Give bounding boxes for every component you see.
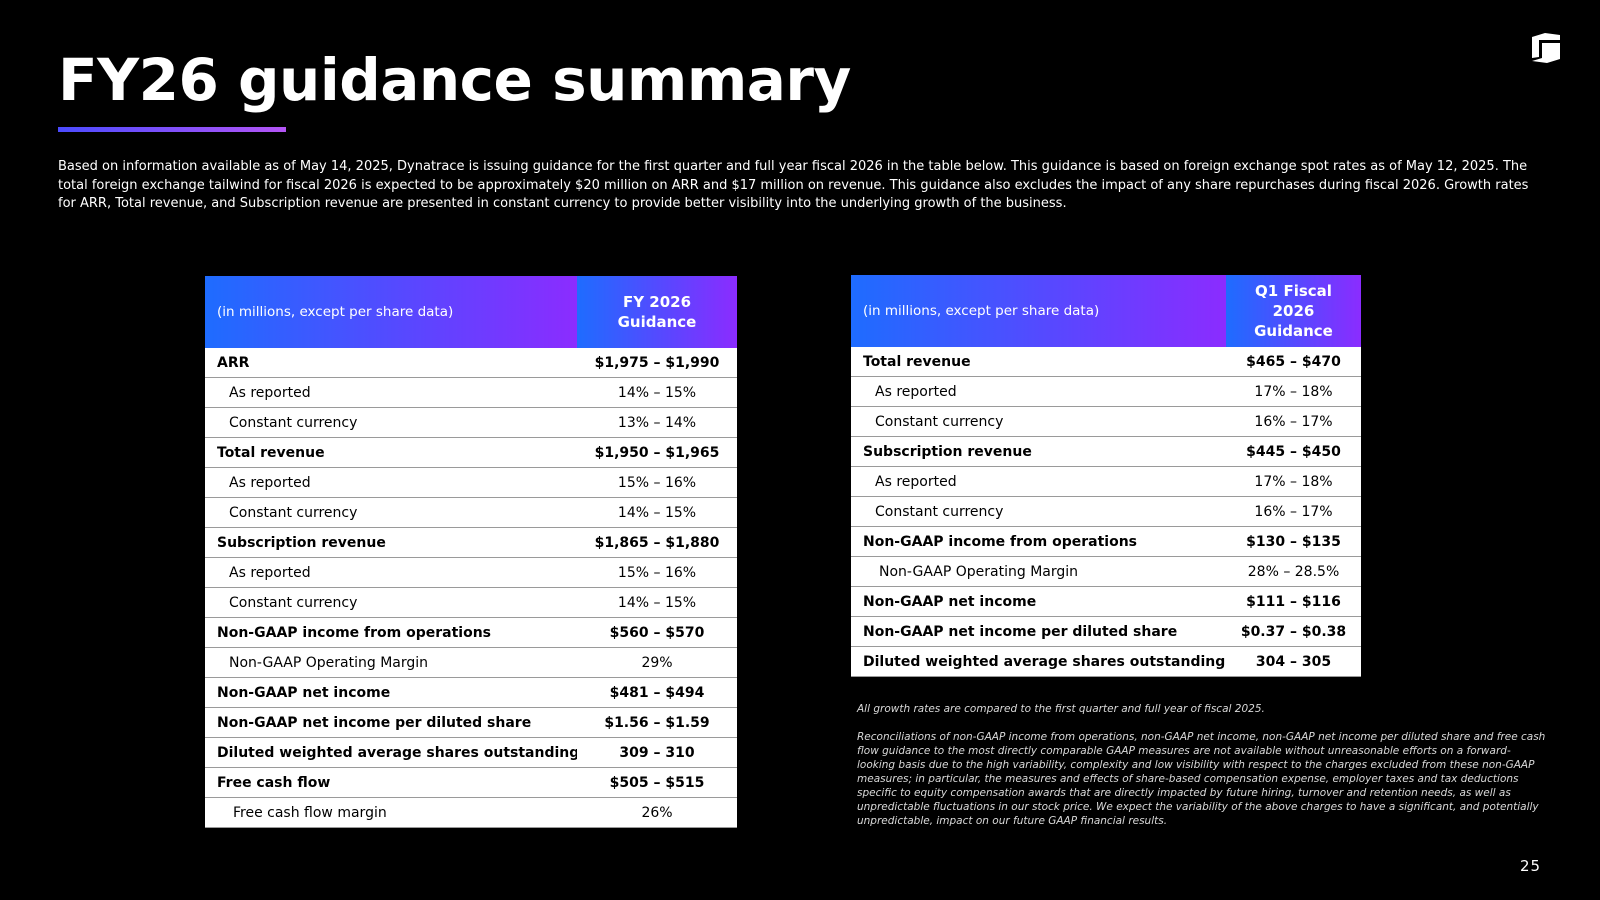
table-header-label: (in millions, except per share data) bbox=[205, 276, 577, 348]
row-value: 17% – 18% bbox=[1226, 466, 1361, 497]
row-value: 304 – 305 bbox=[1226, 646, 1361, 677]
row-label: Constant currency bbox=[205, 587, 577, 618]
row-value: $445 – $450 bbox=[1226, 436, 1361, 467]
table-row: Diluted weighted average shares outstand… bbox=[851, 646, 1361, 677]
table-row: As reported 17% – 18% bbox=[851, 376, 1361, 407]
fy2026-guidance-table: (in millions, except per share data) FY … bbox=[205, 276, 737, 828]
table-row: Free cash flow $505 – $515 bbox=[205, 767, 737, 798]
table-row: Diluted weighted average shares outstand… bbox=[205, 737, 737, 768]
row-value: $505 – $515 bbox=[577, 767, 737, 798]
row-value: $0.37 – $0.38 bbox=[1226, 616, 1361, 647]
table-header-row: (in millions, except per share data) Q1 … bbox=[851, 275, 1361, 347]
table-header-row: (in millions, except per share data) FY … bbox=[205, 276, 737, 348]
growth-footnote: All growth rates are compared to the fir… bbox=[857, 703, 1265, 715]
row-value: 309 – 310 bbox=[577, 737, 737, 768]
row-value: 14% – 15% bbox=[577, 587, 737, 618]
row-label: As reported bbox=[205, 377, 577, 408]
reconciliation-footnote: Reconciliations of non-GAAP income from … bbox=[857, 731, 1546, 827]
table-row: Non-GAAP Operating Margin 29% bbox=[205, 647, 737, 678]
table-row: ARR $1,975 – $1,990 bbox=[205, 348, 737, 378]
table-row: Constant currency 14% – 15% bbox=[205, 497, 737, 528]
row-value: 16% – 17% bbox=[1226, 496, 1361, 527]
table-body: Total revenue $465 – $470 As reported 17% –… bbox=[851, 347, 1361, 677]
row-label: ARR bbox=[205, 348, 577, 378]
table-row: As reported 14% – 15% bbox=[205, 377, 737, 408]
table-row: Subscription revenue $1,865 – $1,880 bbox=[205, 527, 737, 558]
table-row: Non-GAAP Operating Margin 28% – 28.5% bbox=[851, 556, 1361, 587]
row-label: As reported bbox=[851, 376, 1226, 407]
row-value: 17% – 18% bbox=[1226, 376, 1361, 407]
row-value: $465 – $470 bbox=[1226, 347, 1361, 377]
table-body: ARR $1,975 – $1,990 As reported 14% – 15% Co… bbox=[205, 348, 737, 828]
row-label: Non-GAAP income from operations bbox=[851, 526, 1226, 557]
row-label: Total revenue bbox=[851, 347, 1226, 377]
row-value: 15% – 16% bbox=[577, 467, 737, 498]
row-label: Total revenue bbox=[205, 437, 577, 468]
table-row: Constant currency 16% – 17% bbox=[851, 496, 1361, 527]
row-label: Subscription revenue bbox=[851, 436, 1226, 467]
table-row: Non-GAAP net income $111 – $116 bbox=[851, 586, 1361, 617]
dynatrace-logo-icon bbox=[1532, 33, 1560, 63]
row-label: Subscription revenue bbox=[205, 527, 577, 558]
row-label: Constant currency bbox=[851, 496, 1226, 527]
row-label: Free cash flow margin bbox=[205, 797, 577, 828]
row-value: $130 – $135 bbox=[1226, 526, 1361, 557]
q1-fiscal-2026-guidance-table: (in millions, except per share data) Q1 … bbox=[851, 275, 1361, 677]
title-underline bbox=[58, 127, 286, 132]
table-row: Subscription revenue $445 – $450 bbox=[851, 436, 1361, 467]
row-label: As reported bbox=[205, 557, 577, 588]
table-row: Constant currency 14% – 15% bbox=[205, 587, 737, 618]
table-row: As reported 15% – 16% bbox=[205, 467, 737, 498]
row-label: Diluted weighted average shares outstand… bbox=[205, 737, 577, 768]
row-label: Constant currency bbox=[205, 497, 577, 528]
row-label: Non-GAAP net income bbox=[851, 586, 1226, 617]
table-row: Total revenue $1,950 – $1,965 bbox=[205, 437, 737, 468]
row-label: As reported bbox=[205, 467, 577, 498]
table-header-value: Q1 Fiscal 2026 Guidance bbox=[1226, 275, 1361, 347]
row-value: 29% bbox=[577, 647, 737, 678]
row-label: Non-GAAP net income per diluted share bbox=[851, 616, 1226, 647]
table-header-label: (in millions, except per share data) bbox=[851, 275, 1226, 347]
row-label: Non-GAAP income from operations bbox=[205, 617, 577, 648]
row-value: $111 – $116 bbox=[1226, 586, 1361, 617]
row-label: Non-GAAP net income bbox=[205, 677, 577, 708]
table-row: Constant currency 16% – 17% bbox=[851, 406, 1361, 437]
row-value: 15% – 16% bbox=[577, 557, 737, 588]
row-value: 26% bbox=[577, 797, 737, 828]
row-value: $560 – $570 bbox=[577, 617, 737, 648]
table-row: Non-GAAP income from operations $560 – $5… bbox=[205, 617, 737, 648]
row-label: Non-GAAP Operating Margin bbox=[851, 556, 1226, 587]
row-label: As reported bbox=[851, 466, 1226, 497]
row-value: 16% – 17% bbox=[1226, 406, 1361, 437]
table-row: Constant currency 13% – 14% bbox=[205, 407, 737, 438]
row-value: $1.56 – $1.59 bbox=[577, 707, 737, 738]
table-row: Free cash flow margin 26% bbox=[205, 797, 737, 828]
row-value: $1,865 – $1,880 bbox=[577, 527, 737, 558]
row-label: Constant currency bbox=[205, 407, 577, 438]
row-label: Free cash flow bbox=[205, 767, 577, 798]
table-row: Non-GAAP net income $481 – $494 bbox=[205, 677, 737, 708]
table-row: Non-GAAP income from operations $130 – $1… bbox=[851, 526, 1361, 557]
row-value: $1,975 – $1,990 bbox=[577, 348, 737, 378]
row-label: Non-GAAP Operating Margin bbox=[205, 647, 577, 678]
table-row: As reported 15% – 16% bbox=[205, 557, 737, 588]
row-value: 14% – 15% bbox=[577, 377, 737, 408]
table-row: Total revenue $465 – $470 bbox=[851, 347, 1361, 377]
row-value: 28% – 28.5% bbox=[1226, 556, 1361, 587]
table-row: Non-GAAP net income per diluted share $1.… bbox=[205, 707, 737, 738]
table-row: As reported 17% – 18% bbox=[851, 466, 1361, 497]
row-value: $481 – $494 bbox=[577, 677, 737, 708]
page-title: FY26 guidance summary bbox=[58, 46, 851, 114]
row-label: Constant currency bbox=[851, 406, 1226, 437]
row-label: Diluted weighted average shares outstand… bbox=[851, 646, 1226, 677]
row-value: $1,950 – $1,965 bbox=[577, 437, 737, 468]
table-header-value: FY 2026 Guidance bbox=[577, 276, 737, 348]
row-value: 13% – 14% bbox=[577, 407, 737, 438]
row-value: 14% – 15% bbox=[577, 497, 737, 528]
row-label: Non-GAAP net income per diluted share bbox=[205, 707, 577, 738]
page-number: 25 bbox=[1520, 857, 1542, 875]
table-row: Non-GAAP net income per diluted share $0.… bbox=[851, 616, 1361, 647]
intro-paragraph: Based on information available as of May… bbox=[58, 159, 1529, 211]
